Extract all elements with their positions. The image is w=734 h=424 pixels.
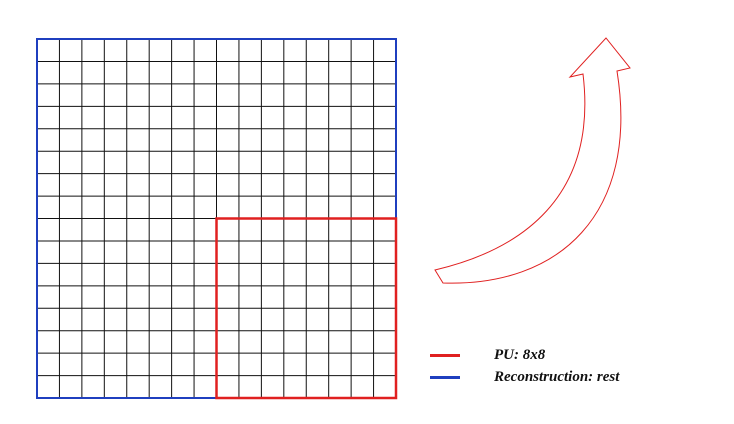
legend-label-reconstruction: Reconstruction: rest (494, 369, 619, 386)
legend: PU: 8x8 Reconstruction: rest (430, 344, 710, 388)
legend-swatch-pu (430, 354, 460, 357)
legend-swatch-reconstruction (430, 376, 460, 379)
legend-item-pu: PU: 8x8 (430, 344, 710, 366)
curved-arrow-icon (435, 38, 630, 283)
legend-item-reconstruction: Reconstruction: rest (430, 366, 710, 388)
legend-label-pu: PU: 8x8 (494, 347, 545, 364)
